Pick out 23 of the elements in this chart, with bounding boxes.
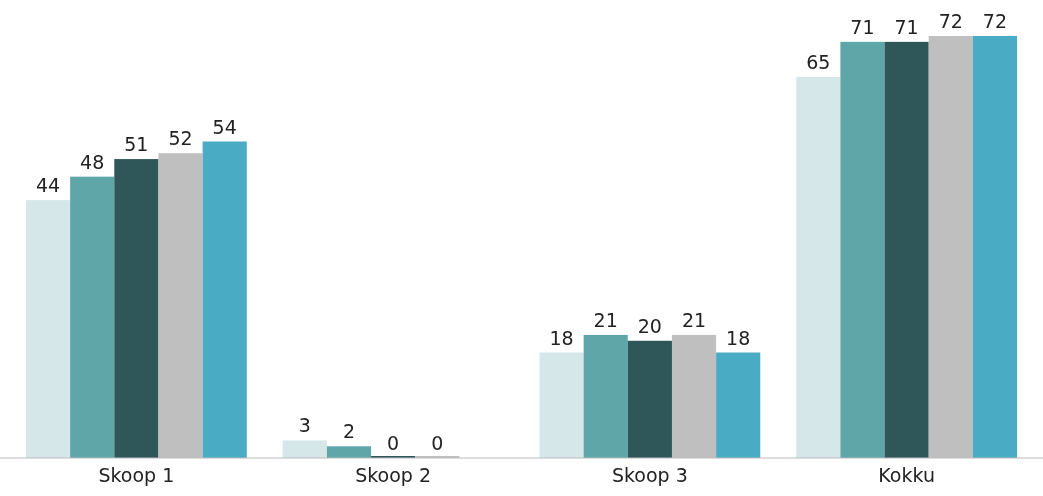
data-label: 48 <box>80 150 105 173</box>
data-label: 21 <box>593 308 618 331</box>
x-tick-label: Kokku <box>878 463 935 486</box>
data-label: 3 <box>298 414 311 437</box>
data-label: 52 <box>168 127 193 150</box>
data-label: 44 <box>35 174 61 197</box>
data-label: 0 <box>431 432 444 454</box>
x-tick-label: Skoop 1 <box>98 463 175 486</box>
data-label: 18 <box>726 326 751 349</box>
data-label: 71 <box>894 15 919 38</box>
data-label: 2 <box>342 420 356 443</box>
data-label: 18 <box>549 326 574 349</box>
data-label: 0 <box>387 432 400 454</box>
data-label: 21 <box>681 308 707 331</box>
data-label: 20 <box>637 314 662 337</box>
data-label: 54 <box>212 115 237 138</box>
x-tick-label: Skoop 2 <box>355 463 432 486</box>
x-tick-label: Skoop 3 <box>611 463 688 486</box>
data-label: 71 <box>850 15 875 38</box>
data-label: 72 <box>982 10 1008 32</box>
data-label: 72 <box>938 10 963 32</box>
data-label: 51 <box>124 133 149 156</box>
data-label: 65 <box>806 51 831 74</box>
